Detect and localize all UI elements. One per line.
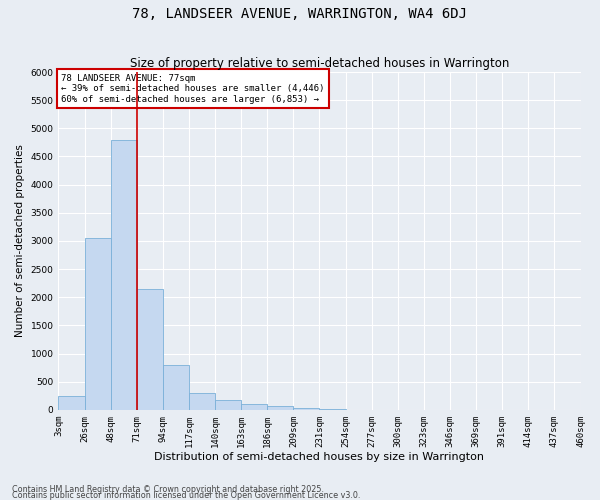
Text: Contains public sector information licensed under the Open Government Licence v3: Contains public sector information licen… bbox=[12, 491, 361, 500]
Text: Contains HM Land Registry data © Crown copyright and database right 2025.: Contains HM Land Registry data © Crown c… bbox=[12, 485, 324, 494]
X-axis label: Distribution of semi-detached houses by size in Warrington: Distribution of semi-detached houses by … bbox=[154, 452, 484, 462]
Text: 78, LANDSEER AVENUE, WARRINGTON, WA4 6DJ: 78, LANDSEER AVENUE, WARRINGTON, WA4 6DJ bbox=[133, 8, 467, 22]
Bar bbox=[267, 406, 293, 410]
Bar bbox=[58, 396, 85, 410]
Title: Size of property relative to semi-detached houses in Warrington: Size of property relative to semi-detach… bbox=[130, 56, 509, 70]
Bar bbox=[137, 289, 163, 410]
Bar bbox=[85, 238, 110, 410]
Y-axis label: Number of semi-detached properties: Number of semi-detached properties bbox=[15, 144, 25, 338]
Bar bbox=[293, 408, 319, 410]
Bar bbox=[215, 400, 241, 410]
Bar bbox=[163, 365, 189, 410]
Bar bbox=[110, 140, 137, 410]
Bar bbox=[241, 404, 267, 410]
Text: 78 LANDSEER AVENUE: 77sqm
← 39% of semi-detached houses are smaller (4,446)
60% : 78 LANDSEER AVENUE: 77sqm ← 39% of semi-… bbox=[61, 74, 325, 104]
Bar bbox=[189, 393, 215, 410]
